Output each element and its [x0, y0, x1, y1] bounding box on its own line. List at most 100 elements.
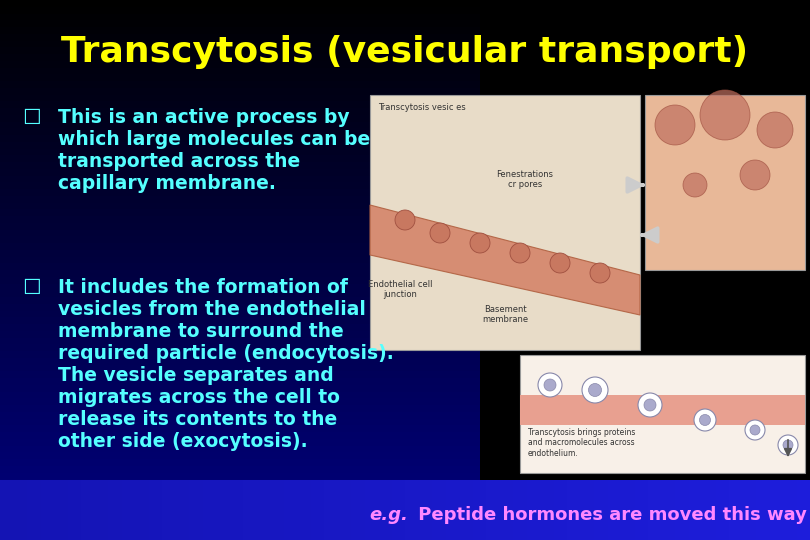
Text: Transcytosis (vesicular transport): Transcytosis (vesicular transport)	[62, 35, 748, 69]
Bar	[0, 94, 480, 102]
Bar	[0, 14, 480, 20]
Bar	[0, 317, 480, 324]
Bar	[0, 507, 480, 513]
Bar	[0, 364, 480, 372]
Polygon shape	[370, 205, 640, 315]
Bar	[0, 202, 480, 209]
Bar	[95, 480, 108, 540]
Bar	[0, 418, 480, 426]
Bar	[459, 480, 472, 540]
Bar	[0, 432, 480, 438]
Bar	[540, 480, 553, 540]
Bar	[756, 480, 769, 540]
Circle shape	[538, 373, 562, 397]
Circle shape	[590, 263, 610, 283]
Bar	[526, 480, 540, 540]
Bar	[0, 472, 480, 480]
Bar	[553, 480, 567, 540]
Text: e.g.: e.g.	[369, 506, 408, 524]
Bar	[27, 480, 40, 540]
Bar	[0, 519, 480, 526]
Bar	[0, 526, 480, 534]
Bar	[446, 480, 459, 540]
Bar	[0, 270, 480, 276]
Circle shape	[582, 377, 608, 403]
Bar	[148, 480, 162, 540]
Bar	[0, 351, 480, 357]
Bar	[0, 384, 480, 391]
Bar	[0, 0, 480, 6]
Bar	[0, 330, 480, 338]
Bar	[472, 480, 486, 540]
Circle shape	[683, 173, 707, 197]
Text: Fenestrations
cr pores: Fenestrations cr pores	[497, 170, 553, 190]
Bar	[0, 27, 480, 33]
Bar	[520, 395, 805, 425]
Text: ☐: ☐	[22, 278, 40, 298]
Bar	[216, 480, 229, 540]
Bar	[0, 426, 480, 432]
Text: This is an active process by: This is an active process by	[58, 108, 350, 127]
Bar	[702, 480, 715, 540]
Bar	[108, 480, 122, 540]
Bar	[391, 480, 405, 540]
Bar	[770, 480, 783, 540]
Text: release its contents to the: release its contents to the	[58, 410, 337, 429]
Bar	[364, 480, 378, 540]
Bar	[0, 74, 480, 81]
Circle shape	[750, 425, 760, 435]
Bar	[0, 156, 480, 162]
Text: other side (exocytosis).: other side (exocytosis).	[58, 432, 308, 451]
Text: Peptide hormones are moved this way: Peptide hormones are moved this way	[412, 506, 807, 524]
Bar	[0, 500, 480, 507]
Circle shape	[745, 420, 765, 440]
Bar	[0, 392, 480, 399]
Bar	[645, 95, 805, 270]
Bar	[81, 480, 95, 540]
Bar	[176, 480, 189, 540]
Bar	[0, 230, 480, 237]
Bar	[0, 135, 480, 141]
Text: Transcytosis vesic es: Transcytosis vesic es	[378, 103, 466, 112]
Bar	[297, 480, 310, 540]
Text: which large molecules can be: which large molecules can be	[58, 130, 370, 149]
Bar	[0, 291, 480, 297]
Bar	[783, 480, 796, 540]
Bar	[729, 480, 743, 540]
Bar	[480, 0, 810, 540]
Bar	[0, 276, 480, 284]
Bar	[0, 263, 480, 270]
Bar	[135, 480, 148, 540]
Bar	[513, 480, 526, 540]
Bar	[0, 162, 480, 168]
Bar	[0, 209, 480, 216]
Bar	[257, 480, 270, 540]
Bar	[0, 47, 480, 54]
Bar	[796, 480, 810, 540]
Text: capillary membrane.: capillary membrane.	[58, 174, 276, 193]
Bar	[0, 81, 480, 87]
Bar	[40, 480, 54, 540]
Bar	[0, 222, 480, 230]
Bar	[0, 108, 480, 115]
Bar	[688, 480, 702, 540]
Bar	[662, 480, 675, 540]
Bar	[0, 284, 480, 291]
Bar	[0, 297, 480, 303]
Bar	[324, 480, 338, 540]
Bar	[243, 480, 257, 540]
Bar	[0, 534, 480, 540]
Text: The vesicle separates and: The vesicle separates and	[58, 366, 334, 385]
Circle shape	[550, 253, 570, 273]
Bar	[405, 480, 419, 540]
Bar	[0, 237, 480, 243]
Circle shape	[430, 223, 450, 243]
Circle shape	[740, 160, 770, 190]
Bar	[520, 355, 805, 473]
Bar	[608, 480, 621, 540]
Bar	[0, 33, 480, 40]
Bar	[0, 148, 480, 156]
Bar	[743, 480, 756, 540]
Circle shape	[638, 393, 662, 417]
Bar	[0, 480, 480, 486]
